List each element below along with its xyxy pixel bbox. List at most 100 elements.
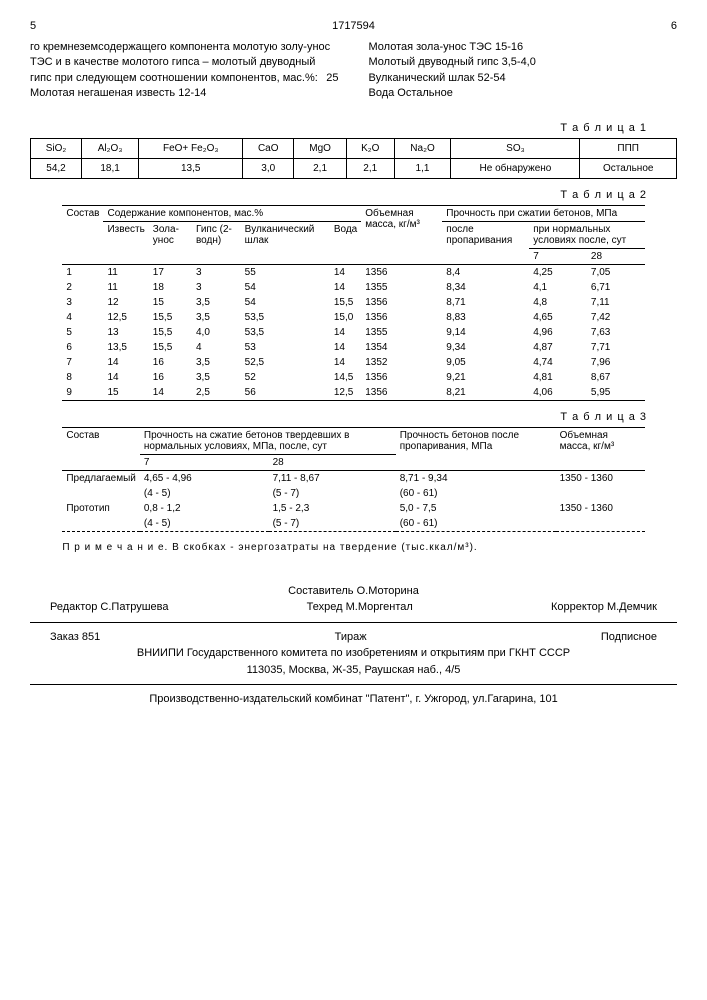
t1-c5: 2,1 xyxy=(346,158,394,178)
table-cell: 3,5 xyxy=(192,355,241,370)
table-cell: 11 xyxy=(103,264,148,280)
table-cell: 9,05 xyxy=(442,355,529,370)
right-line-1: Молотая зола-унос ТЭС 15-16 xyxy=(369,40,678,55)
table-cell: 4,1 xyxy=(529,280,587,295)
t1-h7: SO₃ xyxy=(451,138,580,158)
table1-data-row: 54,2 18,1 13,5 3,0 2,1 2,1 1,1 Не обнару… xyxy=(31,158,677,178)
t3-r1-label: Предлагаемый xyxy=(62,470,140,501)
table-cell: 9,34 xyxy=(442,340,529,355)
t3-h-sostav: Состав xyxy=(62,427,140,470)
table-cell: 53,5 xyxy=(241,310,330,325)
table-row: 211183541413558,344,16,71 xyxy=(62,280,644,295)
table-cell: 7 xyxy=(62,355,103,370)
table-cell: 1355 xyxy=(361,280,442,295)
table-cell: 12,5 xyxy=(103,310,148,325)
table-cell: 4,87 xyxy=(529,340,587,355)
table-cell: 4,81 xyxy=(529,370,587,385)
t3-r2b-3 xyxy=(556,516,645,532)
table-row: 111173551413568,44,257,05 xyxy=(62,264,644,280)
table-row: 714163,552,51413529,054,747,96 xyxy=(62,355,644,370)
table-cell: 1356 xyxy=(361,264,442,280)
table-cell: 8,71 xyxy=(442,295,529,310)
addr: 113035, Москва, Ж-35, Раушская наб., 4/5 xyxy=(30,662,677,679)
table-cell: 52,5 xyxy=(241,355,330,370)
table-cell: 14 xyxy=(330,264,361,280)
table-cell: 1 xyxy=(62,264,103,280)
table-cell: 14 xyxy=(330,280,361,295)
t2-h-proch: Прочность при сжатии бетонов, МПа xyxy=(442,205,644,221)
t1-c6: 1,1 xyxy=(394,158,451,178)
table-cell: 14 xyxy=(330,325,361,340)
note: П р и м е ч а н и е. В скобках - энергоз… xyxy=(62,542,677,553)
t3-r1-1: 7,11 - 8,67 xyxy=(269,470,396,486)
table-cell: 53,5 xyxy=(241,325,330,340)
t1-h0: SiO₂ xyxy=(31,138,82,158)
table-cell: 3 xyxy=(192,264,241,280)
table-cell: 17 xyxy=(149,264,192,280)
table-cell: 8,83 xyxy=(442,310,529,325)
table-cell: 1354 xyxy=(361,340,442,355)
t1-c3: 3,0 xyxy=(243,158,294,178)
table-cell: 15,5 xyxy=(330,295,361,310)
t2-h-obem: Объемная масса, кг/м³ xyxy=(361,205,442,264)
table-cell: 11 xyxy=(103,280,148,295)
t2-h-sostav: Состав xyxy=(62,205,103,264)
table-cell: 9 xyxy=(62,385,103,401)
t3-r2-label: Прототип xyxy=(62,501,140,532)
table-cell: 8,4 xyxy=(442,264,529,280)
tech: Техред М.Моргентал xyxy=(307,599,413,616)
left-text-2: Молотая негашеная известь 12-14 xyxy=(30,87,206,99)
table-cell: 14 xyxy=(103,370,148,385)
table-cell: 2 xyxy=(62,280,103,295)
table-cell: 54 xyxy=(241,280,330,295)
table-cell: 16 xyxy=(149,355,192,370)
table-cell: 4,96 xyxy=(529,325,587,340)
table-cell: 7,11 xyxy=(587,295,645,310)
table-cell: 4,74 xyxy=(529,355,587,370)
t1-c7: Не обнаружено xyxy=(451,158,580,178)
table-cell: 56 xyxy=(241,385,330,401)
table-cell: 15,5 xyxy=(149,310,192,325)
header-row: 5 1717594 6 xyxy=(30,20,677,32)
table-cell: 3,5 xyxy=(192,295,241,310)
table-cell: 4,25 xyxy=(529,264,587,280)
table-cell: 4,65 xyxy=(529,310,587,325)
t3-r1b-0: (4 - 5) xyxy=(140,486,269,501)
t1-h6: Na₂O xyxy=(394,138,451,158)
t3-r2b-0: (4 - 5) xyxy=(140,516,269,532)
table-cell: 14,5 xyxy=(330,370,361,385)
table-cell: 3 xyxy=(62,295,103,310)
table2-label: Т а б л и ц а 2 xyxy=(30,189,647,201)
table-row: 312153,55415,513568,714,87,11 xyxy=(62,295,644,310)
subscription: Подписное xyxy=(601,629,657,646)
t3-r2-2: 5,0 - 7,5 xyxy=(396,501,556,516)
table-cell: 16 xyxy=(149,370,192,385)
table-row: 915142,55612,513568,214,065,95 xyxy=(62,385,644,401)
t1-h3: CaO xyxy=(243,138,294,158)
left-text: го кремнеземсодержащего компонента молот… xyxy=(30,41,330,84)
table-cell: 2,5 xyxy=(192,385,241,401)
table1-label: Т а б л и ц а 1 xyxy=(30,122,647,134)
t3-h-posle: Прочность бетонов после пропаривания, МП… xyxy=(396,427,556,470)
table-cell: 12,5 xyxy=(330,385,361,401)
table-cell: 4 xyxy=(62,310,103,325)
table-row: 814163,55214,513569,214,818,67 xyxy=(62,370,644,385)
t1-c1: 18,1 xyxy=(82,158,139,178)
table-cell: 54 xyxy=(241,295,330,310)
right-line-3: Вулканический шлак 52-54 xyxy=(369,71,678,86)
table-cell: 1355 xyxy=(361,325,442,340)
t3-r2-3: 1350 - 1360 xyxy=(556,501,645,516)
table-cell: 6 xyxy=(62,340,103,355)
table-cell: 8,21 xyxy=(442,385,529,401)
t2-sub-28: 28 xyxy=(587,248,645,264)
t2-sub-posle: после пропаривания xyxy=(442,221,529,264)
right-line-2: Молотый двуводный гипс 3,5-4,0 xyxy=(369,55,678,70)
t3-h-obem: Объемная масса, кг/м³ xyxy=(556,427,645,470)
tirazh: Тираж xyxy=(335,629,367,646)
table-cell: 6,71 xyxy=(587,280,645,295)
table-cell: 1356 xyxy=(361,385,442,401)
left-column: го кремнеземсодержащего компонента молот… xyxy=(30,40,339,102)
table-cell: 14 xyxy=(103,355,148,370)
page-right: 6 xyxy=(671,20,677,32)
table-cell: 14 xyxy=(149,385,192,401)
